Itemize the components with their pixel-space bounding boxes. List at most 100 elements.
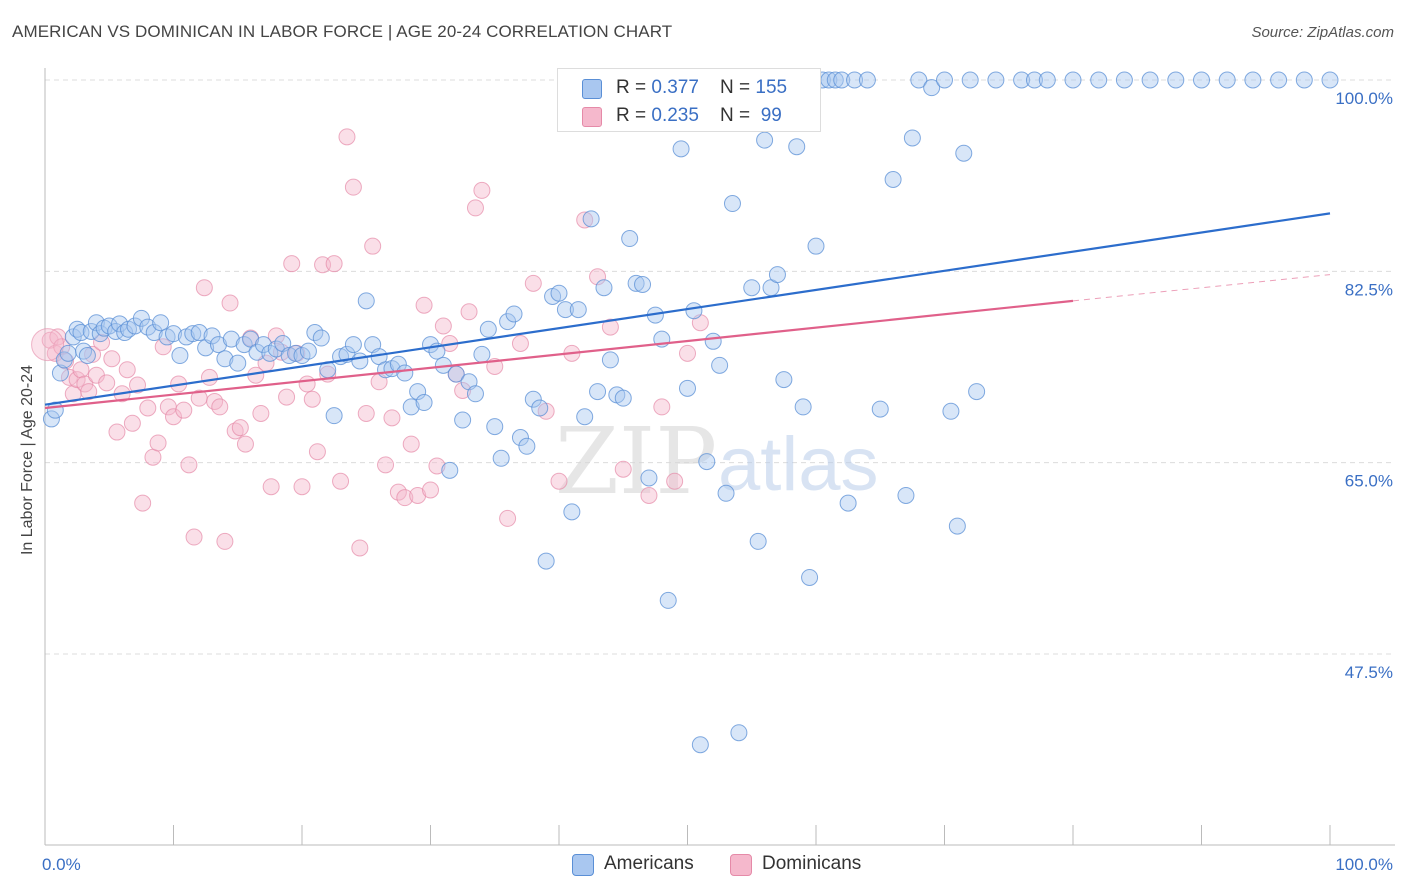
americans-point bbox=[730, 724, 748, 742]
dominicans-point bbox=[134, 494, 152, 512]
dominicans-point bbox=[144, 448, 162, 466]
americans-point bbox=[743, 279, 761, 297]
watermark-atlas: atlas bbox=[718, 422, 879, 507]
americans-point bbox=[1218, 71, 1236, 89]
dominicans-point bbox=[195, 279, 213, 297]
dominicans-swatch bbox=[582, 107, 602, 127]
dominicans-point bbox=[298, 375, 316, 393]
americans-point bbox=[1295, 71, 1313, 89]
americans-point bbox=[441, 461, 459, 479]
dominicans-point bbox=[236, 435, 254, 453]
dominicans-point bbox=[308, 443, 326, 461]
americans-point bbox=[1321, 71, 1339, 89]
dominicans-point bbox=[402, 435, 420, 453]
dominicans-point bbox=[216, 532, 234, 550]
x-tick-label-1: 100.0% bbox=[1335, 855, 1393, 874]
americans-point bbox=[409, 383, 427, 401]
americans-point bbox=[576, 408, 594, 426]
americans-point bbox=[942, 402, 960, 420]
americans-point bbox=[152, 314, 170, 332]
dominicans-point bbox=[53, 338, 71, 356]
dominicans-point bbox=[454, 382, 472, 400]
americans-point bbox=[1064, 71, 1082, 89]
dominicans-point bbox=[80, 383, 98, 401]
americans-point bbox=[968, 383, 986, 401]
americans-point bbox=[595, 279, 613, 297]
grid-lines bbox=[45, 79, 1395, 655]
dominicans-point bbox=[278, 388, 296, 406]
dominicans-point bbox=[338, 128, 356, 146]
dominicans-point bbox=[601, 318, 619, 336]
stats-row-americans: R = 0.377 N = 155 bbox=[558, 73, 820, 103]
americans-point bbox=[723, 195, 741, 213]
americans-point bbox=[704, 332, 722, 350]
americans-point bbox=[203, 327, 221, 345]
americans-point bbox=[556, 301, 574, 319]
dominicans-point bbox=[576, 211, 594, 229]
dominicans-point bbox=[428, 457, 446, 475]
dominicans-point bbox=[84, 345, 102, 363]
americans-point bbox=[717, 484, 735, 502]
dominicans-point bbox=[231, 419, 249, 437]
americans-point bbox=[550, 284, 568, 302]
americans-point bbox=[801, 568, 819, 586]
dominicans-point bbox=[357, 404, 375, 422]
americans-point bbox=[145, 324, 163, 342]
americans-point bbox=[466, 385, 484, 403]
dominicans-point bbox=[129, 376, 147, 394]
americans-point bbox=[923, 79, 941, 97]
dominicans-point bbox=[76, 375, 94, 393]
americans-point bbox=[325, 407, 343, 425]
stats-legend: R = 0.377 N = 155 R = 0.235 N = 99 bbox=[557, 68, 821, 132]
americans-point bbox=[479, 320, 497, 338]
americans-point bbox=[184, 325, 202, 343]
americans-point bbox=[1141, 71, 1159, 89]
dominicans-point bbox=[149, 434, 167, 452]
dominicans-point bbox=[123, 414, 141, 432]
dominicans-point bbox=[154, 338, 172, 356]
americans-point bbox=[897, 486, 915, 504]
dominicans-point bbox=[185, 528, 203, 546]
dominicans-point bbox=[344, 178, 362, 196]
americans-point bbox=[846, 71, 864, 89]
dominicans-point bbox=[103, 350, 121, 368]
y-tick-label-0: 47.5% bbox=[1345, 663, 1393, 682]
americans-point bbox=[511, 429, 529, 447]
americans-n-value: 155 bbox=[755, 77, 788, 98]
americans-point bbox=[775, 371, 793, 389]
dominicans-point bbox=[422, 481, 439, 499]
dominicans-point bbox=[666, 472, 684, 490]
dominicans-trend-line bbox=[44, 299, 1074, 410]
americans-point bbox=[1167, 71, 1185, 89]
americans-point bbox=[209, 336, 227, 354]
americans-n-label: N = bbox=[720, 77, 756, 98]
americans-point bbox=[807, 237, 825, 255]
dominicans-trend-extension bbox=[1072, 274, 1331, 302]
americans-point bbox=[396, 364, 414, 382]
dominicans-point bbox=[118, 361, 136, 379]
americans-point bbox=[685, 302, 703, 320]
americans-point bbox=[312, 329, 330, 347]
dominicans-point bbox=[550, 472, 568, 490]
dominicans-point bbox=[325, 255, 343, 273]
americans-point bbox=[344, 336, 362, 354]
dominicans-point bbox=[396, 489, 414, 507]
x-tick-label-0: 0.0% bbox=[42, 855, 81, 874]
americans-point bbox=[59, 344, 77, 362]
americans-point bbox=[601, 351, 619, 369]
americans-point bbox=[679, 379, 696, 397]
americans-point bbox=[614, 389, 632, 407]
legend-label-dominicans: Dominicans bbox=[762, 853, 862, 874]
dominicans-point bbox=[165, 408, 182, 426]
americans-point bbox=[948, 517, 966, 535]
dominicans-point bbox=[511, 334, 529, 352]
americans-point bbox=[961, 71, 979, 89]
dominicans-point bbox=[200, 368, 218, 386]
americans-point bbox=[1270, 71, 1288, 89]
y-tick-label-1: 65.0% bbox=[1345, 472, 1393, 491]
americans-point bbox=[839, 494, 857, 512]
dominicans-point bbox=[303, 390, 321, 408]
americans-point bbox=[473, 345, 491, 363]
americans-point bbox=[505, 305, 523, 323]
